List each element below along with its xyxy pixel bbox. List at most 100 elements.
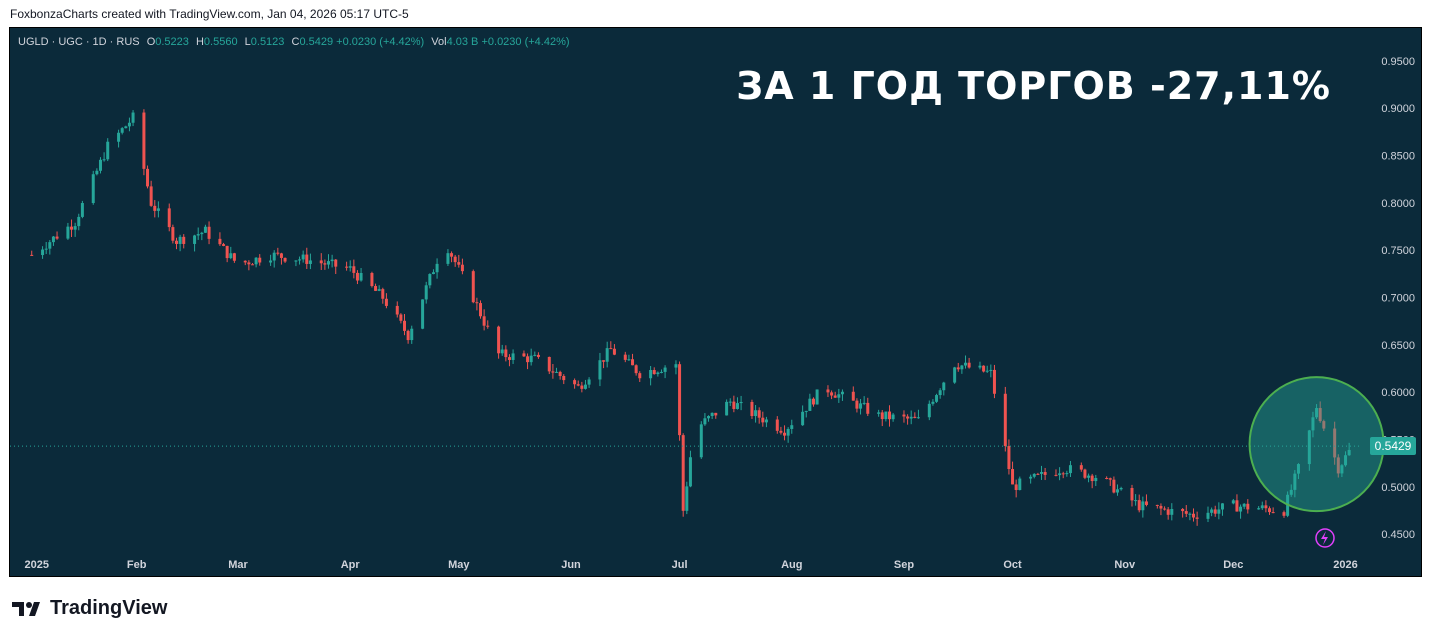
low-value: 0.5123 [250,36,285,48]
candle-body [605,348,609,362]
y-tick-label: 0.9000 [1381,103,1415,115]
candle-body [1040,472,1044,474]
candle-body [1068,465,1072,474]
candle-body [200,232,204,235]
open-value: 0.5223 [155,36,189,48]
candle-body [1112,479,1116,493]
candle-body [580,385,584,389]
candle-body [862,402,866,404]
tradingview-logo[interactable]: TradingView [12,597,167,620]
candle-body [1032,473,1036,477]
candle-body [1119,488,1123,490]
candle-body [348,266,352,268]
candle-body [562,375,566,381]
candle-body [978,365,982,368]
candle-body [330,259,334,262]
candle-body [555,371,559,373]
candle-body [95,170,99,175]
candle-body [497,326,501,354]
candle-body [707,416,711,419]
open-label: O [146,36,156,48]
candle-body [1239,506,1243,512]
candle-body [153,205,157,211]
candle-body [754,410,758,417]
candle-body [725,401,729,416]
candle-body [1079,465,1083,470]
candle-body [634,365,638,374]
candle-body [685,486,689,511]
candle-body [649,369,653,379]
candle-body [203,226,207,233]
candle-body [1235,500,1239,512]
candle-body [232,253,236,261]
candle-body [703,418,707,425]
candle-body [837,394,841,398]
candle-body [207,226,211,239]
candle-body [1105,477,1109,479]
candle-body [381,289,385,299]
candle-body [674,364,678,368]
candle-body [739,401,743,404]
candle-body [370,273,374,287]
candle-body [1264,505,1268,509]
candle-body [840,391,844,395]
candle-body [178,236,182,244]
candle-body [891,414,895,420]
candle-body [250,264,254,266]
candle-body [526,356,530,363]
candle-body [482,316,486,326]
candle-body [431,272,435,275]
candle-body [558,371,562,376]
candle-body [1029,476,1033,479]
y-tick-label: 0.8000 [1381,198,1415,210]
candle-body [612,348,616,355]
candle-body [855,400,859,409]
candle-body [631,359,635,366]
candle-body [146,168,150,187]
candle-body [283,257,287,262]
y-tick-label: 0.9500 [1381,56,1415,68]
candle-body [279,253,283,258]
candle-body [395,305,399,315]
x-tick-label: Apr [341,559,361,571]
candle-body [424,285,428,300]
chart-panel[interactable]: 0.9500 0.9000 0.8500 0.8000 0.7500 0.7000 0.65… [9,27,1422,577]
candle-body [1188,513,1192,515]
candle-body [301,254,305,260]
candle-body [989,369,993,371]
candle-body [761,417,765,423]
candle-body [779,430,783,433]
candle-body [935,395,939,402]
candle-body [377,289,381,291]
candle-body [638,373,642,379]
candle-body [714,412,718,416]
candle-body [1260,505,1264,509]
candle-body [573,380,577,385]
candle-body [529,355,533,363]
candle-body [609,348,613,350]
x-tick-label: Dec [1223,559,1243,571]
candle-body [985,370,989,372]
x-tick-label: 2025 [24,559,48,571]
candle-body [1307,430,1311,465]
candle-body [1043,472,1047,475]
symbol-label[interactable]: UGLD · UGC · 1D · RUS [18,36,140,48]
candle-body [1289,489,1293,495]
candle-body [1210,509,1214,513]
tradingview-logo-icon [12,601,40,616]
candle-body [308,260,312,264]
candle-body [1206,512,1210,519]
candle-body [1087,475,1091,478]
candle-body [942,382,946,391]
candle-body [355,272,359,281]
candle-body [460,264,464,272]
candle-body [811,398,815,405]
candle-body [254,257,258,265]
candle-body [55,236,59,239]
y-tick-label: 0.6500 [1381,340,1415,352]
candlestick-chart[interactable]: 0.9500 0.9000 0.8500 0.8000 0.7500 0.7000 0.65… [10,28,1422,577]
candle-body [576,384,580,386]
candle-body [127,122,131,127]
candle-body [156,208,160,211]
candle-body [750,401,754,417]
